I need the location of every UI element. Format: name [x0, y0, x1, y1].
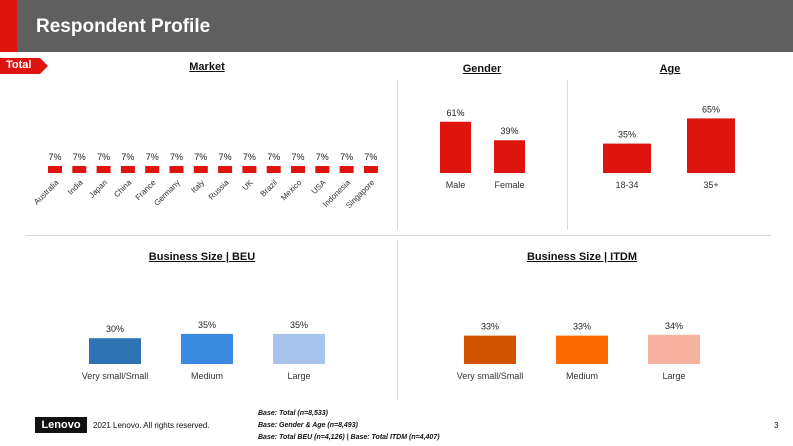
total-tag-shape — [0, 58, 48, 74]
gender-bar — [440, 121, 471, 173]
market-bar — [218, 166, 233, 173]
market-category-label: China — [112, 178, 134, 200]
market-category-label: Brazil — [259, 178, 280, 199]
market-category-label: UK — [241, 178, 256, 193]
itdm-title: Business Size | ITDM — [526, 251, 638, 263]
gender-category-label: Male — [446, 180, 466, 190]
market-bar — [315, 166, 330, 173]
market-data-label: 7% — [170, 152, 183, 162]
beu-data-label: 35% — [290, 320, 308, 330]
market-data-label: 7% — [48, 152, 61, 162]
beu-data-label: 30% — [106, 324, 124, 334]
market-bar — [169, 166, 184, 173]
market-data-label: 7% — [194, 152, 207, 162]
market-data-label: 7% — [316, 152, 329, 162]
beu-title: Business Size | BEU — [148, 251, 256, 263]
base-note-total: Base: Total (n=8,533) — [258, 410, 328, 417]
market-data-label: 7% — [219, 152, 232, 162]
market-category-label: Italy — [189, 178, 206, 195]
page-number: 3 — [774, 421, 779, 430]
header-bar: Respondent Profile — [0, 0, 793, 52]
beu-category-label: Very small/Small — [82, 371, 149, 381]
age-data-label: 35% — [618, 130, 636, 140]
market-data-label: 7% — [121, 152, 134, 162]
age-data-label: 65% — [702, 104, 720, 114]
age-category-label: 35+ — [703, 180, 718, 190]
gender-data-label: 39% — [500, 126, 518, 136]
market-bar — [96, 166, 111, 173]
beu-bar — [181, 333, 233, 364]
market-bar — [291, 166, 305, 173]
divider-vertical-right — [567, 80, 568, 230]
market-data-label: 7% — [146, 152, 159, 162]
market-bar — [363, 166, 378, 173]
market-data-label: 7% — [73, 152, 86, 162]
market-category-label: Australia — [32, 178, 61, 207]
market-bar — [72, 166, 87, 173]
beu-category-label: Large — [287, 371, 310, 381]
market-bar — [145, 166, 160, 173]
market-data-label: 7% — [267, 152, 280, 162]
market-category-label: Mexico — [279, 178, 304, 203]
itdm-category-label: Very small/Small — [457, 371, 524, 381]
copyright-text: 2021 Lenovo. All rights reserved. — [93, 421, 210, 430]
market-bar — [339, 166, 354, 173]
gender-data-label: 61% — [446, 108, 464, 118]
itdm-bar — [648, 334, 700, 364]
beu-category-label: Medium — [191, 371, 223, 381]
age-title: Age — [659, 63, 681, 75]
base-note-beu-itdm: Base: Total BEU (n=4,126) | Base: Total … — [258, 434, 440, 441]
gender-bar — [494, 140, 525, 173]
market-data-label: 7% — [340, 152, 353, 162]
itdm-data-label: 33% — [573, 322, 591, 332]
beu-bar — [273, 333, 325, 364]
market-bar — [266, 166, 281, 173]
market-bar — [120, 166, 135, 173]
market-bar — [48, 166, 62, 173]
gender-category-label: Female — [494, 180, 524, 190]
total-tag-label: Total — [6, 59, 32, 71]
divider-horizontal — [26, 235, 771, 236]
itdm-bar — [464, 335, 516, 364]
itdm-bar — [556, 335, 608, 364]
lenovo-logo: Lenovo — [35, 417, 87, 433]
market-bar — [193, 166, 208, 173]
header-accent — [0, 0, 17, 52]
market-category-label: India — [66, 178, 85, 197]
market-category-label: Germany — [152, 178, 182, 208]
divider-vertical-left — [397, 80, 398, 230]
age-bar — [687, 118, 735, 173]
base-note-gender-age: Base: Gender & Age (n=8,493) — [258, 422, 358, 429]
beu-bar — [89, 338, 141, 364]
market-data-label: 7% — [364, 152, 377, 162]
divider-vertical-bottom — [397, 240, 398, 400]
market-data-label: 7% — [243, 152, 256, 162]
market-bar — [242, 166, 257, 173]
page-title: Respondent Profile — [36, 16, 211, 37]
gender-title: Gender — [462, 63, 502, 75]
market-category-label: Japan — [87, 178, 109, 200]
itdm-data-label: 34% — [665, 321, 683, 331]
market-category-label: USA — [310, 178, 328, 196]
beu-data-label: 35% — [198, 320, 216, 330]
age-category-label: 18-34 — [615, 180, 638, 190]
itdm-data-label: 33% — [481, 322, 499, 332]
market-data-label: 7% — [97, 152, 110, 162]
market-data-label: 7% — [291, 152, 304, 162]
age-bar — [603, 143, 651, 173]
itdm-category-label: Large — [662, 371, 685, 381]
market-title: Market — [189, 61, 225, 73]
itdm-category-label: Medium — [566, 371, 598, 381]
market-category-label: Russia — [207, 178, 231, 202]
